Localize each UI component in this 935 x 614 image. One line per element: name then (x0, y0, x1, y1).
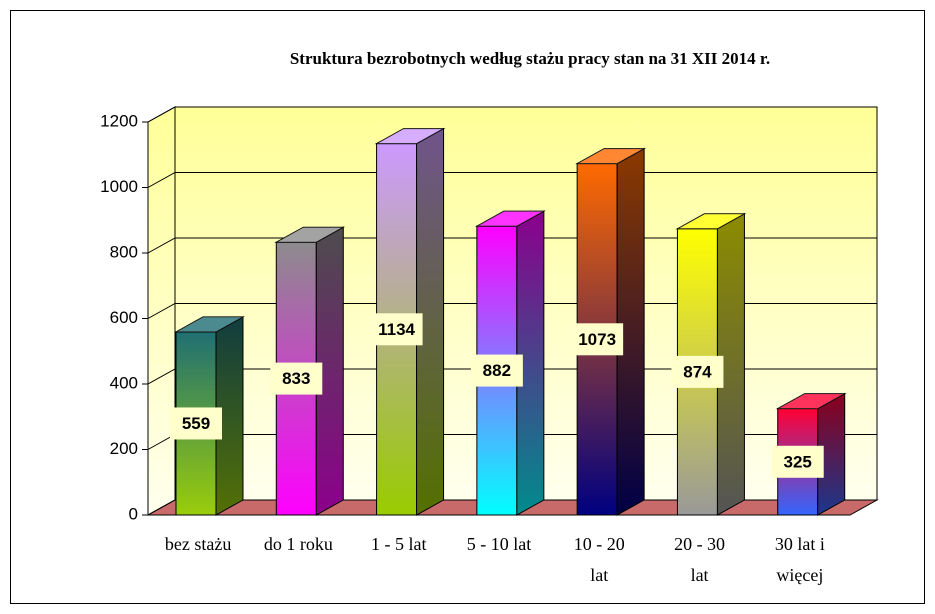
bar-side-shade (316, 227, 344, 515)
value-label: 882 (483, 361, 511, 380)
bar-top (174, 316, 245, 333)
x-tick-label: 1 - 5 lat (371, 534, 427, 554)
value-label: 1073 (578, 330, 616, 349)
bar-top (575, 148, 647, 165)
y-tick-label: 400 (110, 373, 138, 392)
value-label-box (170, 407, 222, 440)
y-tick-label: 0 (129, 504, 138, 523)
bar-top-shade (376, 128, 444, 144)
bar-side-shade (617, 148, 645, 515)
x-tick-label: 30 lat i więcej (775, 534, 825, 585)
bar-top-shade (276, 227, 344, 243)
value-label-box (771, 445, 824, 478)
value-label: 559 (182, 414, 210, 433)
bar-top (474, 210, 546, 227)
y-tick-label: 1000 (100, 177, 138, 196)
x-tick-label-line: lat (590, 565, 608, 585)
bar-top-shade (176, 316, 243, 332)
x-tick-label-line: lat (691, 565, 709, 585)
bar-top (775, 393, 847, 410)
x-tick-label-line: 20 - 30 (674, 534, 725, 554)
x-tick-label: 20 - 30 lat (674, 534, 725, 585)
chart-title: Struktura bezrobotnych według stażu prac… (290, 49, 770, 68)
bar-top-shade (476, 211, 544, 227)
value-label-box (671, 355, 724, 388)
x-tick-label: 10 - 20 lat (574, 534, 625, 585)
bar-side-shade (516, 211, 544, 515)
value-label-box (370, 313, 423, 346)
x-tick-label: bez stażu (165, 534, 231, 554)
grid-line (147, 106, 877, 123)
x-tick-label-line: 10 - 20 (574, 534, 625, 554)
bar-side-shade (717, 213, 745, 515)
bar-top-shade (577, 148, 645, 164)
y-tick-label: 800 (110, 242, 138, 261)
x-tick-label-line: więcej (776, 565, 823, 585)
value-label: 833 (282, 369, 310, 388)
bar-top-shade (677, 213, 745, 229)
y-tick-label: 1200 (100, 111, 138, 130)
y-tick-label: 200 (110, 439, 138, 458)
y-tick-label: 600 (110, 308, 138, 327)
x-tick-label: 5 - 10 lat (467, 534, 532, 554)
bar-side-shade (817, 393, 845, 515)
bar-side-shade (216, 316, 243, 515)
bar-top (675, 213, 747, 230)
bar-top-shade (777, 393, 845, 409)
value-label: 874 (683, 362, 712, 381)
bar-top (374, 128, 446, 145)
value-label-box (270, 362, 323, 395)
value-label: 325 (784, 452, 812, 471)
bar-top (274, 226, 346, 243)
x-tick-label-line: 30 lat i (775, 534, 825, 554)
value-label-box (571, 323, 624, 356)
value-label: 1134 (378, 320, 415, 339)
bar-side-shade (416, 128, 444, 516)
value-label-box (470, 354, 523, 387)
x-tick-label: do 1 roku (264, 534, 333, 554)
